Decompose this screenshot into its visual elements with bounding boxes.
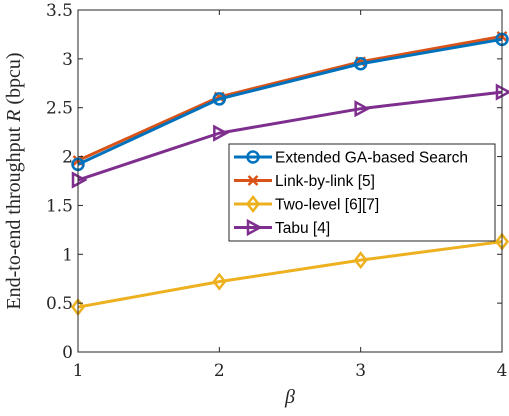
plot-frame — [77, 9, 503, 353]
series-line — [77, 34, 503, 162]
y-axis-title-variable: R — [3, 110, 25, 123]
y-tick-label: 2 — [62, 148, 73, 168]
y-axis-title-prefix: End-to-end throughput — [3, 122, 25, 310]
y-tick-label: 3.5 — [46, 1, 73, 21]
series-3 — [71, 83, 509, 189]
series-line — [77, 240, 503, 309]
legend-label: Two-level [6][7] — [275, 197, 379, 214]
data-point — [353, 251, 368, 270]
legend-marker — [245, 194, 261, 214]
legend-label: Tabu [4] — [275, 220, 330, 237]
y-tick-label: 1 — [62, 245, 73, 265]
data-point — [213, 124, 229, 142]
y-tick-label: 2.5 — [46, 99, 73, 119]
x-tick-label: 1 — [73, 361, 84, 381]
data-point — [353, 56, 368, 71]
y-axis-title-suffix: (bpcu) — [3, 52, 25, 109]
y-tick-label: 0 — [62, 343, 73, 363]
x-tick-label: 3 — [355, 361, 366, 381]
x-tick-label: 2 — [214, 361, 225, 381]
series-line — [77, 90, 503, 182]
y-tick-label: 1.5 — [46, 196, 73, 216]
legend-entry: Two-level [6][7] — [234, 194, 379, 214]
series-0 — [71, 32, 509, 172]
data-point — [495, 83, 509, 101]
legend-entry: Tabu [4] — [234, 218, 330, 237]
data-point — [71, 171, 88, 189]
legend-entry: Link-by-link [5] — [234, 173, 375, 190]
data-point — [354, 100, 371, 118]
legend-marker — [247, 175, 259, 186]
data-point — [212, 92, 227, 106]
y-tick-label: 0.5 — [46, 294, 73, 314]
series-line — [77, 37, 503, 166]
x-tick-label: 4 — [497, 361, 508, 381]
legend-box — [228, 143, 496, 242]
y-axis-title: End-to-end throughput R (bpcu) — [3, 52, 25, 309]
legend-label: Link-by-link [5] — [275, 173, 375, 190]
legend-entry: Extended GA-based Search — [234, 150, 468, 167]
series-2 — [70, 232, 509, 317]
y-tick-label: 3 — [62, 50, 73, 70]
data-point — [212, 272, 227, 291]
axis-layer: 1 2 3 4 0 0.5 1 1.5 2 2.5 3 3.5 — [46, 1, 507, 381]
legend-marker — [246, 150, 260, 164]
x-axis-title: β — [284, 386, 295, 408]
legend: Extended GA-based Search Link-by-link [5]… — [228, 143, 496, 242]
legend-marker — [246, 218, 263, 237]
legend-label: Extended GA-based Search — [275, 150, 468, 167]
